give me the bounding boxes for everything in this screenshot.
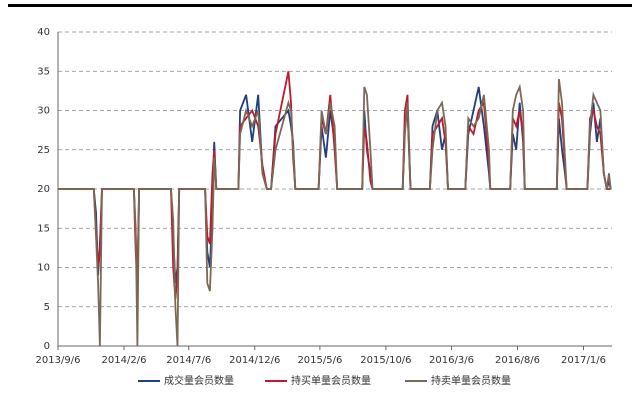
y-tick-label: 20 xyxy=(37,184,50,195)
x-tick-label: 2014/2/6 xyxy=(102,355,147,366)
x-tick-label: 2016/8/6 xyxy=(495,355,540,366)
y-tick-label: 5 xyxy=(44,302,50,313)
series-line xyxy=(58,71,611,299)
y-tick-label: 15 xyxy=(37,223,50,234)
legend-label: 持买单量会员数量 xyxy=(291,374,371,387)
y-tick-label: 0 xyxy=(44,341,50,352)
top-rule xyxy=(8,4,632,7)
x-tick-label: 2016/3/6 xyxy=(429,355,474,366)
series-line xyxy=(58,78,612,347)
y-tick-label: 25 xyxy=(37,145,50,156)
y-tick-label: 30 xyxy=(37,106,50,117)
x-tick-label: 2013/9/6 xyxy=(36,355,81,366)
x-tick-label: 2014/7/6 xyxy=(166,355,211,366)
legend-label: 成交量会员数量 xyxy=(164,374,234,387)
x-tick-label: 2015/10/6 xyxy=(360,355,411,366)
x-tick-label: 2017/1/6 xyxy=(561,355,606,366)
legend-label: 持卖单量会员数量 xyxy=(431,374,511,387)
y-tick-label: 10 xyxy=(37,263,50,274)
x-tick-label: 2014/12/6 xyxy=(229,355,280,366)
y-tick-label: 40 xyxy=(37,27,50,38)
x-tick-label: 2015/5/6 xyxy=(297,355,342,366)
y-tick-label: 35 xyxy=(37,66,50,77)
